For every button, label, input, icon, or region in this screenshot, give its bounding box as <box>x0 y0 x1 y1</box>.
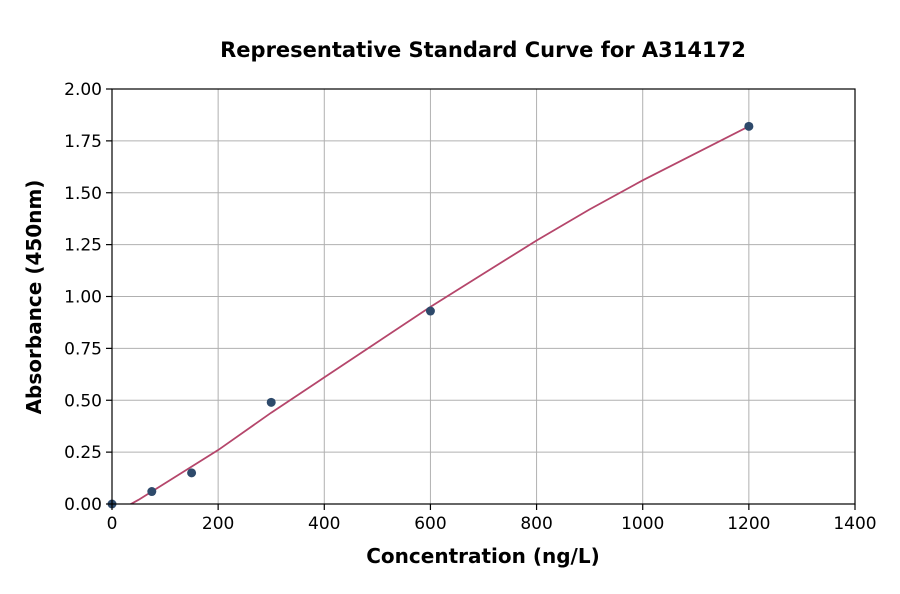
fit-curve-layer <box>129 125 750 504</box>
x-tick-label: 1400 <box>833 514 876 534</box>
data-point <box>744 121 754 131</box>
data-point <box>147 487 157 497</box>
data-point <box>266 397 276 407</box>
fit-curve-line <box>129 125 750 504</box>
x-tick-label: 800 <box>520 514 552 534</box>
data-point <box>425 306 435 316</box>
y-tick-label: 0.50 <box>64 391 102 411</box>
y-tick-label: 1.75 <box>64 132 102 152</box>
y-tick-label: 1.50 <box>64 184 102 204</box>
y-axis-label: Absorbance (450nm) <box>22 180 46 415</box>
y-tick-label: 0.75 <box>64 339 102 359</box>
x-axis-label: Concentration (ng/L) <box>366 544 599 568</box>
y-tick-label: 1.25 <box>64 236 102 256</box>
y-axis-ticks: 0.00 0.25 0.50 0.75 1.00 1.25 1.50 1.75 2.00 <box>64 80 112 515</box>
x-tick-label: 1200 <box>727 514 770 534</box>
chart-title: Representative Standard Curve for A31417… <box>220 38 746 62</box>
x-tick-label: 600 <box>414 514 446 534</box>
data-point <box>187 468 197 478</box>
y-tick-label: 1.00 <box>64 288 102 308</box>
y-tick-label: 0.00 <box>64 495 102 515</box>
x-tick-label: 200 <box>202 514 234 534</box>
x-tick-label: 0 <box>107 514 118 534</box>
x-tick-label: 400 <box>308 514 340 534</box>
grid-lines <box>111 88 856 505</box>
x-axis-ticks: 0 200 400 600 800 1000 1200 1400 <box>107 504 877 534</box>
y-tick-label: 0.25 <box>64 443 102 463</box>
x-tick-label: 1000 <box>621 514 664 534</box>
y-tick-label: 2.00 <box>64 80 102 100</box>
